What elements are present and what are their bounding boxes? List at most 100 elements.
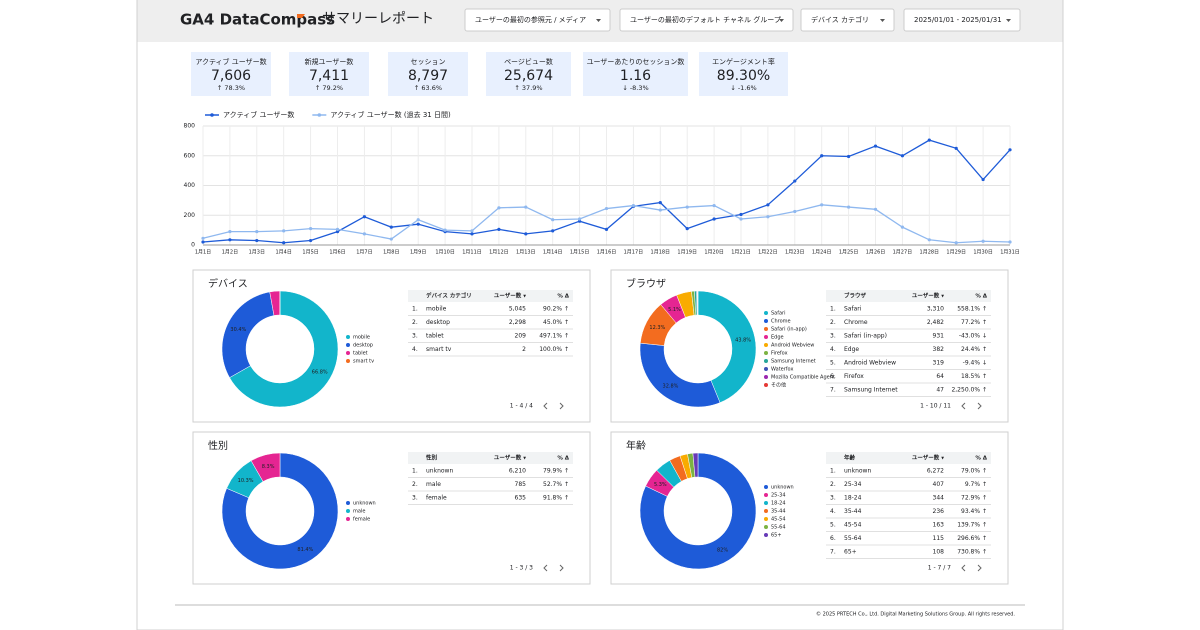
- legend-label: smart tv: [353, 359, 374, 365]
- legend-label: Waterfox: [771, 367, 793, 373]
- x-tick-label: 1月25日: [839, 250, 859, 256]
- column-header[interactable]: ユーザー数 ▾: [494, 292, 526, 300]
- x-tick-label: 1月24日: [812, 250, 832, 256]
- row-index: 1.: [830, 467, 836, 474]
- x-tick-label: 1月12日: [489, 250, 509, 256]
- legend-marker: [764, 359, 768, 363]
- pagination: 1 - 10 / 11: [920, 403, 951, 410]
- row-index: 2.: [412, 481, 418, 488]
- x-tick-label: 1月26日: [866, 250, 886, 256]
- column-header[interactable]: ユーザー数 ▾: [912, 454, 944, 462]
- slice-label: 8.3%: [262, 464, 275, 470]
- kpi-value: 25,674: [504, 68, 553, 84]
- x-tick-label: 1月13日: [516, 250, 536, 256]
- legend-marker: [210, 113, 214, 117]
- column-header: デバイス カテゴリ: [426, 292, 472, 300]
- kpi-value: 89.30%: [717, 68, 770, 84]
- x-tick-label: 1月27日: [893, 250, 913, 256]
- data-point: [686, 227, 689, 230]
- kpi-value: 7,411: [309, 68, 349, 84]
- data-point: [847, 205, 850, 208]
- legend-marker: [318, 113, 322, 117]
- row-name: mobile: [426, 305, 447, 312]
- column-header[interactable]: % Δ: [557, 294, 569, 300]
- row-delta: -9.4% ↓: [963, 359, 987, 366]
- data-point: [201, 237, 204, 240]
- row-delta: -43.0% ↓: [959, 332, 987, 339]
- legend-marker: [764, 485, 768, 489]
- y-tick-label: 200: [184, 212, 196, 219]
- kpi-delta: ↑ 63.6%: [414, 84, 442, 92]
- data-point: [739, 213, 742, 216]
- column-header[interactable]: ユーザー数 ▾: [912, 292, 944, 300]
- data-point: [659, 201, 662, 204]
- column-header: 性別: [425, 454, 438, 462]
- data-point: [282, 241, 285, 244]
- row-name: desktop: [426, 319, 450, 326]
- data-point: [309, 239, 312, 242]
- row-index: 4.: [830, 346, 836, 353]
- data-point: [686, 205, 689, 208]
- row-index: 3.: [830, 332, 836, 339]
- legend-marker: [346, 335, 350, 339]
- legend-label: Mozilla Compatible Agent: [771, 375, 835, 381]
- legend-label: unknown: [353, 501, 376, 507]
- legend-label: 18-24: [771, 501, 786, 507]
- legend-label: Firefox: [771, 351, 788, 357]
- row-index: 6.: [830, 373, 836, 380]
- data-point: [497, 228, 500, 231]
- row-name: 35-44: [844, 508, 862, 515]
- column-header[interactable]: ユーザー数 ▾: [494, 454, 526, 462]
- row-delta: 497.1% ↑: [539, 332, 569, 339]
- legend-label: 65+: [771, 533, 782, 539]
- slice-label: 30.4%: [230, 327, 246, 333]
- row-delta: 18.5% ↑: [961, 373, 987, 380]
- legend-label: desktop: [353, 343, 373, 349]
- x-tick-label: 1月20日: [704, 250, 724, 256]
- data-point: [605, 228, 608, 231]
- row-name: 25-34: [844, 481, 862, 488]
- x-tick-label: 1月16日: [597, 250, 617, 256]
- pagination: 1 - 7 / 7: [928, 565, 951, 572]
- row-delta: 79.0% ↑: [961, 467, 987, 474]
- data-point: [578, 217, 581, 220]
- data-point: [982, 240, 985, 243]
- row-index: 7.: [830, 386, 836, 393]
- row-name: Safari (in-app): [844, 332, 887, 339]
- panel-title: デバイス: [208, 277, 248, 290]
- row-delta: 77.2% ↑: [961, 319, 987, 326]
- data-point: [605, 207, 608, 210]
- row-name: tablet: [426, 332, 444, 339]
- row-users: 108: [933, 548, 945, 555]
- row-name: Firefox: [844, 373, 864, 380]
- legend-marker: [764, 509, 768, 513]
- kpi-label: ページビュー数: [504, 57, 553, 66]
- y-tick-label: 400: [184, 182, 196, 189]
- x-tick-label: 1月4日: [276, 250, 292, 256]
- row-delta: 72.9% ↑: [961, 494, 987, 501]
- column-header[interactable]: % Δ: [975, 456, 987, 462]
- data-point: [713, 204, 716, 207]
- row-users: 163: [933, 521, 945, 528]
- legend-marker: [764, 493, 768, 497]
- x-tick-label: 1月18日: [651, 250, 671, 256]
- row-index: 2.: [412, 319, 418, 326]
- x-tick-label: 1月9日: [410, 250, 426, 256]
- x-tick-label: 1月23日: [785, 250, 805, 256]
- row-index: 1.: [412, 305, 418, 312]
- panel-title: 年齢: [626, 439, 646, 452]
- legend-marker: [764, 533, 768, 537]
- data-point: [497, 206, 500, 209]
- column-header[interactable]: % Δ: [975, 294, 987, 300]
- legend-label: 55-64: [771, 525, 786, 531]
- data-point: [255, 239, 258, 242]
- data-point: [820, 203, 823, 206]
- x-tick-label: 1月5日: [302, 250, 318, 256]
- row-delta: 91.8% ↑: [543, 494, 569, 501]
- column-header[interactable]: % Δ: [557, 456, 569, 462]
- row-delta: 730.8% ↑: [957, 548, 987, 555]
- report-title: サマリーレポート: [322, 11, 434, 27]
- legend-label: アクティブ ユーザー数: [223, 110, 294, 119]
- row-delta: 558.1% ↑: [957, 305, 987, 312]
